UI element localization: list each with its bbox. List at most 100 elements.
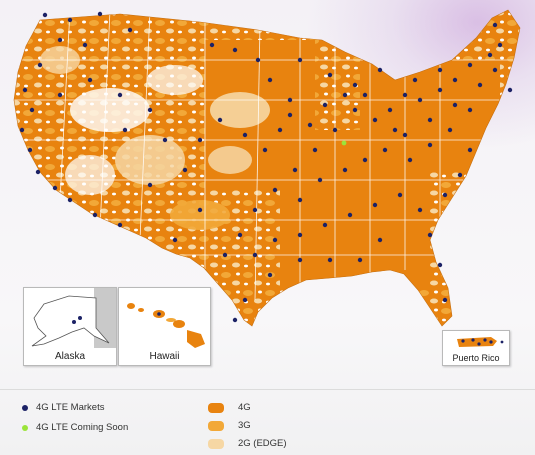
lte-market-dot	[427, 232, 433, 238]
lte-market-dot	[342, 167, 348, 173]
lte-market-dot	[347, 212, 353, 218]
lte-market-dot	[442, 297, 448, 303]
lte-market-dot	[267, 272, 273, 278]
us-map-svg	[13, 9, 521, 327]
lte-market-dot	[312, 147, 318, 153]
puerto-rico-label: Puerto Rico	[452, 353, 500, 363]
lte-market-dot	[122, 127, 128, 133]
lte-market-dot	[387, 107, 393, 113]
lte-market-dot	[352, 82, 358, 88]
lte-market-dot	[467, 62, 473, 68]
lte-market-dot	[437, 67, 443, 73]
lte-market-dot	[362, 157, 368, 163]
3g-swatch	[208, 420, 224, 431]
lte-market-dot	[162, 137, 168, 143]
lte-market-dot	[297, 57, 303, 63]
lte-market-dot	[272, 237, 278, 243]
lte-market-dot	[217, 117, 223, 123]
lte-market-dot	[407, 157, 413, 163]
lte-market-dot	[372, 202, 378, 208]
lte-market-dot	[57, 92, 63, 98]
lte-market-dot	[377, 237, 383, 243]
lte-coming-soon-marker-icon	[22, 424, 28, 431]
lte-market-dot	[237, 232, 243, 238]
lte-market-dot	[242, 132, 248, 138]
lte-market-dot	[412, 77, 418, 83]
lte-market-dot	[42, 12, 48, 18]
lte-market-dot	[427, 117, 433, 123]
puerto-rico-inset[interactable]: Puerto Rico	[442, 330, 510, 366]
legend-3g: 3G	[208, 420, 251, 431]
lte-market-dot	[67, 197, 73, 203]
lte-market-dot	[477, 82, 483, 88]
lte-market-dot	[437, 262, 443, 268]
lte-market-dot	[52, 185, 58, 191]
lte-market-dot	[377, 67, 383, 73]
lte-market-dot	[209, 42, 215, 48]
lte-market-dot	[287, 112, 293, 118]
lte-market-dot	[297, 257, 303, 263]
lte-market-dot	[147, 182, 153, 188]
lte-market-dot	[297, 232, 303, 238]
lte-market-dot	[117, 92, 123, 98]
lte-market-dot	[417, 207, 423, 213]
lte-market-dot	[252, 252, 258, 258]
lte-market-dot	[467, 107, 473, 113]
lte-market-dot	[492, 22, 498, 28]
lte-market-dot	[29, 107, 35, 113]
lte-market-dot	[327, 72, 333, 78]
lte-market-dot	[267, 77, 273, 83]
lte-market-dot	[392, 127, 398, 133]
lte-market-dot	[82, 42, 88, 48]
lte-market-dot	[277, 127, 283, 133]
lte-market-dot	[357, 257, 363, 263]
lte-market-dot	[147, 107, 153, 113]
lte-market-dot	[322, 222, 328, 228]
legend-lte-coming-soon-label: 4G LTE Coming Soon	[36, 422, 129, 433]
lte-coming-soon-dot	[341, 140, 347, 146]
legend-lte-markets-label: 4G LTE Markets	[36, 402, 105, 413]
lte-market-dot	[182, 167, 188, 173]
lte-market-dot	[382, 147, 388, 153]
lte-market-dot	[352, 107, 358, 113]
alaska-inset[interactable]: Alaska	[23, 287, 117, 366]
lte-market-dot	[242, 297, 248, 303]
lte-market-dot	[127, 27, 133, 33]
lte-market-dot	[327, 257, 333, 263]
lte-market-dot	[287, 97, 293, 103]
legend-divider	[0, 389, 535, 390]
lte-market-dot	[27, 147, 33, 153]
legend-4g-label: 4G	[238, 402, 251, 413]
hawaii-inset[interactable]: Hawaii	[118, 287, 211, 366]
lte-market-dot	[35, 169, 41, 175]
lte-market-dot	[402, 92, 408, 98]
lte-market-dot	[67, 17, 73, 23]
lte-market-dot	[447, 127, 453, 133]
lte-market-dot	[57, 37, 63, 43]
lte-market-dot	[297, 197, 303, 203]
lte-market-dot	[467, 147, 473, 153]
lte-market-dot	[292, 167, 298, 173]
lte-market-dot	[417, 97, 423, 103]
lte-marker-icon	[22, 404, 28, 411]
lte-market-dot	[497, 42, 503, 48]
lte-market-dot	[255, 57, 261, 63]
lte-market-dot	[197, 207, 203, 213]
lte-market-dot	[402, 132, 408, 138]
alaska-label: Alaska	[54, 351, 85, 362]
map-legend: 4G LTE Markets 4G LTE Coming Soon 4G 3G …	[0, 398, 535, 455]
alaska-map	[31, 288, 116, 348]
lte-market-dot	[492, 67, 498, 73]
lte-market-dot	[372, 117, 378, 123]
lte-market-dot	[222, 252, 228, 258]
lte-market-dot	[322, 102, 328, 108]
lte-market-dot	[342, 92, 348, 98]
hawaii-label: Hawaii	[149, 351, 180, 362]
lte-market-dot	[437, 87, 443, 93]
lte-market-dot	[452, 102, 458, 108]
lte-market-dot	[272, 187, 278, 193]
coverage-map[interactable]	[0, 0, 535, 380]
lte-market-dot	[457, 172, 463, 178]
puerto-rico-map	[457, 337, 504, 347]
2g-swatch	[208, 438, 224, 449]
